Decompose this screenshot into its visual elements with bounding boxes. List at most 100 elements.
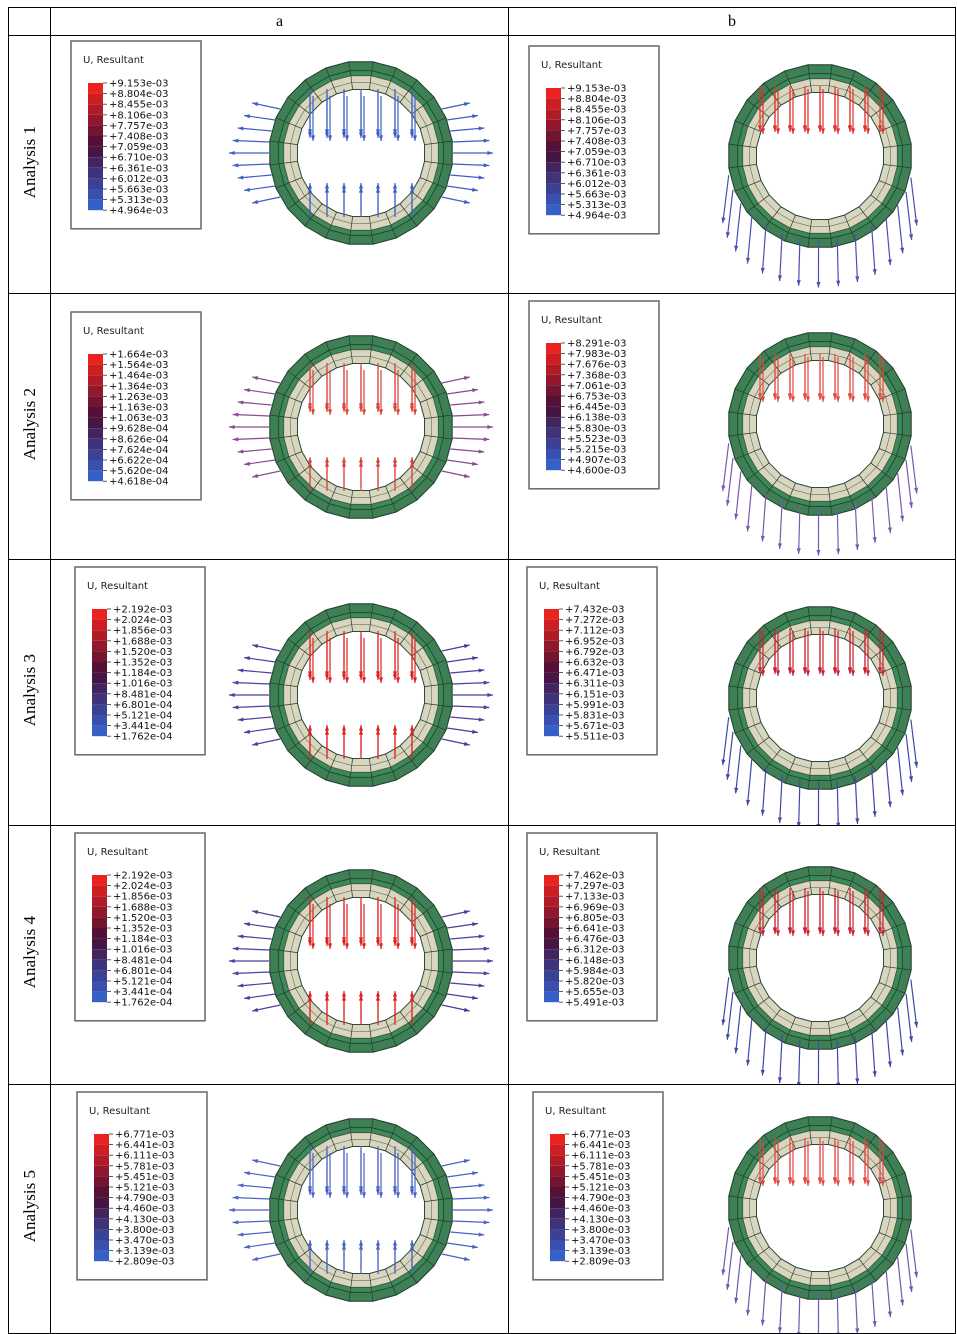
legend-value: +1.016e-03 [113,679,173,690]
legend-value: +7.624e-04 [109,445,169,456]
arrow-shaft [898,1007,903,1055]
legend-value: +2.809e-03 [115,1257,175,1268]
legend-value: +1.063e-03 [109,413,169,424]
legend-swatch [550,1145,565,1156]
arrow-head [855,544,859,550]
legend-swatch [92,896,107,907]
legend-swatch [550,1198,565,1209]
legend-value: +5.820e-03 [565,977,625,988]
arrow-shaft [780,1035,782,1083]
arrow-head [836,281,840,287]
legend-value: +6.312e-03 [565,945,625,956]
arrow-shaft [727,992,733,1040]
arrow-shaft [723,1227,729,1275]
legend-value: +8.106e-03 [567,115,627,126]
legend-value: +6.641e-03 [565,924,625,935]
legend-value: +7.297e-03 [565,881,625,892]
arrow-shaft [780,1285,782,1333]
arrow-head [233,139,239,143]
figure: U, Resultant+7.432e-03+7.272e-03+7.112e-… [509,560,955,825]
arrow-head [472,114,478,118]
legend: U, Resultant+2.192e-03+2.024e-03+1.856e-… [75,567,205,755]
figure: U, Resultant+9.153e-03+8.804e-03+8.455e-… [51,36,508,293]
arrow-shaft [872,1029,875,1077]
legend-swatch [94,1219,109,1230]
legend-value: +4.460e-03 [115,1204,175,1215]
arrow-head [484,163,490,167]
arrow-shaft [762,768,766,816]
legend-swatch [544,609,559,620]
legend-value: +6.445e-03 [567,402,627,413]
arrow-head [233,437,239,441]
arrow-shaft [762,494,766,542]
arrow-shaft [748,1268,752,1316]
row-label-cell: Analysis 1 [9,36,51,294]
legend-value: +8.455e-03 [109,100,169,111]
legend-swatch [88,396,103,407]
legend-value: +8.106e-03 [109,110,169,121]
legend-swatch [544,694,559,705]
legend-swatch [92,609,107,620]
arrow-shaft [780,501,782,549]
arrow-shaft [886,1019,890,1067]
legend-value: +1.664e-03 [109,350,169,361]
arrow-shaft [906,734,912,782]
legend-swatch [544,970,559,981]
legend-swatch [544,673,559,684]
legend-swatch [94,1155,109,1166]
arrow-head [472,730,478,734]
legend-value: +6.441e-03 [115,1140,175,1151]
legend-swatch [544,907,559,918]
legend-swatch [88,418,103,429]
legend-swatch [92,960,107,971]
arrow-shaft [736,471,741,519]
arrow-shaft [906,1244,912,1292]
legend-swatch [546,407,561,418]
legend-swatch [88,428,103,439]
arrow-shaft [727,458,733,506]
arrow-shaft [898,473,903,521]
legend-value: +5.781e-03 [571,1161,631,1172]
arrow-shaft [872,227,875,275]
legend-value: +1.520e-03 [113,913,173,924]
legend-value: +6.969e-03 [565,902,625,913]
arrow-head [472,188,478,192]
legend-value: +7.676e-03 [567,360,627,371]
arrow-shaft [872,1279,875,1327]
legend-value: +3.139e-03 [571,1246,631,1257]
arrow-head [244,996,250,1000]
legend-swatch [92,970,107,981]
legend-swatch [546,364,561,375]
legend-value: +6.805e-03 [565,913,625,924]
figure-cell: U, Resultant+2.192e-03+2.024e-03+1.856e-… [51,560,509,826]
row-label-cell: Analysis 5 [9,1085,51,1334]
arrow-shaft [911,446,917,494]
legend-swatch [550,1229,565,1240]
legend-swatch [550,1155,565,1166]
legend-value: +5.663e-03 [109,185,169,196]
legend-swatch [544,949,559,960]
legend-value: +7.408e-03 [567,137,627,148]
arrow-head [233,947,239,951]
legend-value: +1.352e-03 [113,658,173,669]
legend-value: +6.622e-04 [109,456,169,467]
legend-swatch [94,1198,109,1209]
legend-swatch [92,928,107,939]
arrow-head [487,959,493,963]
legend-value: +5.313e-03 [567,200,627,211]
figure-cell: U, Resultant+1.664e-03+1.564e-03+1.464e-… [51,294,509,560]
legend-value: +6.771e-03 [571,1130,631,1141]
legend-value: +6.710e-03 [109,153,169,164]
legend-swatch [546,375,561,386]
legend-value: +6.361e-03 [109,163,169,174]
legend-swatch [92,875,107,886]
arrow-shaft [736,1255,741,1303]
arrow-shaft [748,758,752,806]
arrow-shaft [727,1242,733,1290]
legend: U, Resultant+7.462e-03+7.297e-03+7.133e-… [527,833,657,1021]
legend-value: +4.130e-03 [115,1214,175,1225]
legend-swatch [544,662,559,673]
legend-value: +6.012e-03 [109,174,169,185]
legend-value: +1.364e-03 [109,381,169,392]
